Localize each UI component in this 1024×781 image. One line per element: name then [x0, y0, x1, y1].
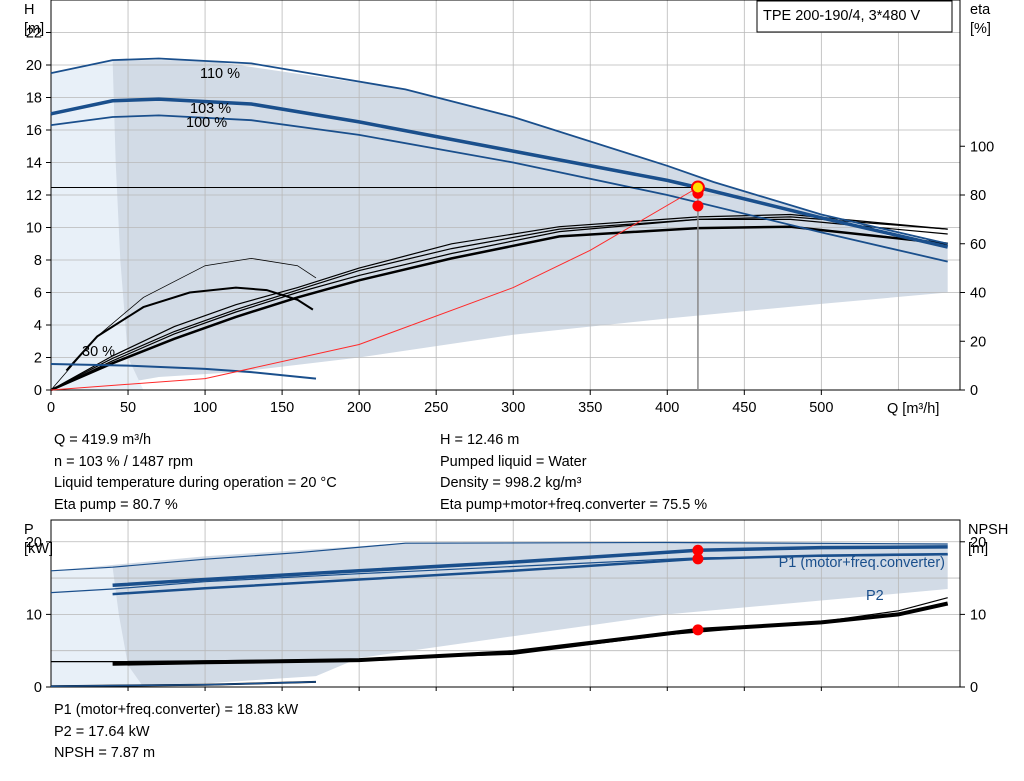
y-tick-label: 0 — [34, 680, 42, 696]
x-tick-label: 500 — [809, 400, 833, 416]
p1-curve — [50, 541, 948, 572]
info-p1: P1 (motor+freq.converter) = 18.83 kW — [54, 702, 299, 718]
y-tick-label: 18 — [26, 91, 42, 107]
chart-title: TPE 200-190/4, 3*480 V — [763, 8, 921, 24]
x-tick-label: 200 — [347, 400, 371, 416]
y2-axis-label: [m] — [968, 541, 988, 557]
x-tick-label: 0 — [47, 400, 55, 416]
y2-tick-label: 80 — [970, 188, 986, 204]
head-curve — [50, 57, 948, 245]
x-tick-label: 300 — [501, 400, 525, 416]
x-tick-label: 450 — [732, 400, 756, 416]
y-tick-label: 10 — [26, 221, 42, 237]
npsh-operating-point — [692, 624, 704, 636]
y-tick-label: 4 — [34, 318, 42, 334]
y2-tick-label: 10 — [970, 607, 986, 623]
curve-label-103: 103 % — [190, 101, 231, 117]
y-tick-label: 10 — [26, 607, 42, 623]
head-curve — [50, 114, 948, 263]
eta-total-point — [692, 200, 704, 212]
y2-tick-label: 20 — [970, 334, 986, 350]
eta-curve — [50, 225, 948, 392]
head-curve — [50, 97, 949, 249]
low-speed-power-curve — [50, 681, 317, 688]
y-axis-label: H — [24, 2, 34, 18]
y-tick-label: 14 — [26, 156, 42, 172]
eta-low-speed-curve — [65, 286, 314, 372]
info-eta-total: Eta pump+motor+freq.converter = 75.5 % — [440, 496, 708, 513]
info-bottom: P1 (motor+freq.converter) = 18.83 kW P2 … — [54, 700, 298, 765]
low-speed-area — [51, 60, 144, 390]
info-eta-pump: Eta pump = 80.7 % — [54, 496, 178, 513]
eta-curve — [50, 218, 948, 391]
p2-label: P2 — [866, 588, 884, 604]
x-tick-label: 50 — [120, 400, 136, 416]
info-head: H = 12.46 m — [440, 432, 520, 448]
system-curve — [50, 187, 699, 391]
plot-frame — [50, 519, 961, 688]
y2-tick-label: 0 — [970, 383, 978, 399]
curve-label-eta-30: 30 % — [82, 344, 115, 360]
info-speed: n = 103 % / 1487 rpm — [54, 453, 194, 470]
p1-label: P1 (motor+freq.converter) — [779, 555, 945, 571]
head-eta-chart: 0 50 100 150 200 250 300 350 400 450 5000246810121… — [24, 0, 994, 417]
info-density: Density = 998.2 kg/m³ — [440, 475, 582, 491]
info-liquid-temp: Liquid temperature during operation = 20… — [54, 475, 337, 491]
y-tick-label: 22 — [26, 26, 42, 42]
y-axis-label: [m] — [24, 21, 44, 37]
eta-curve — [50, 216, 948, 391]
x-tick-label: 100 — [193, 400, 217, 416]
x-tick-label: 250 — [424, 400, 448, 416]
x-tick-label: 150 — [270, 400, 294, 416]
y-tick-label: 12 — [26, 188, 42, 204]
curve-label-100: 100 % — [186, 115, 227, 131]
x-axis-label: Q [m³/h] — [887, 401, 939, 417]
info-q: Q = 419.9 m³/h — [54, 432, 152, 448]
info-top-col1: Q = 419.9 m³/h n = 103 % / 1487 rpm Liqu… — [54, 430, 337, 516]
y-tick-label: 20 — [26, 58, 42, 74]
y2-tick-label: 40 — [970, 286, 986, 302]
y2-axis-label: eta — [970, 2, 991, 18]
y-axis-label: [kW] — [24, 541, 53, 557]
operating-point-marker — [690, 180, 705, 195]
y-tick-label: 16 — [26, 123, 42, 139]
operating-area — [51, 60, 948, 390]
y2-tick-label: 0 — [970, 680, 978, 696]
y-axis-label: P — [24, 522, 34, 538]
x-tick-label: 350 — [578, 400, 602, 416]
p2-curve — [112, 552, 948, 596]
eta-curve — [50, 213, 948, 391]
y2-tick-label: 20 — [970, 535, 986, 551]
y-tick-label: 6 — [34, 286, 42, 302]
y-tick-label: 8 — [34, 253, 42, 269]
low-speed-area — [51, 567, 144, 687]
y-tick-label: 20 — [26, 535, 42, 551]
info-p2: P2 = 17.64 kW — [54, 723, 150, 740]
p1-curve — [112, 545, 948, 588]
y2-tick-label: 60 — [970, 237, 986, 253]
y2-tick-label: 100 — [970, 139, 994, 155]
x-tick-label: 400 — [655, 400, 679, 416]
min-speed-head-curve — [50, 363, 317, 380]
y2-axis-label: [%] — [970, 21, 991, 37]
y-tick-label: 2 — [34, 351, 42, 367]
curve-label-110: 110 % — [200, 66, 240, 82]
info-pumped-liquid: Pumped liquid = Water — [440, 453, 587, 470]
npsh-curve — [112, 601, 949, 666]
title-box — [756, 0, 953, 33]
info-npsh: NPSH = 7.87 m — [54, 745, 156, 761]
y-tick-label: 0 — [34, 383, 42, 399]
y2-axis-label: NPSH — [968, 522, 1008, 538]
info-top-col2: H = 12.46 m Pumped liquid = Water Densit… — [440, 430, 707, 516]
